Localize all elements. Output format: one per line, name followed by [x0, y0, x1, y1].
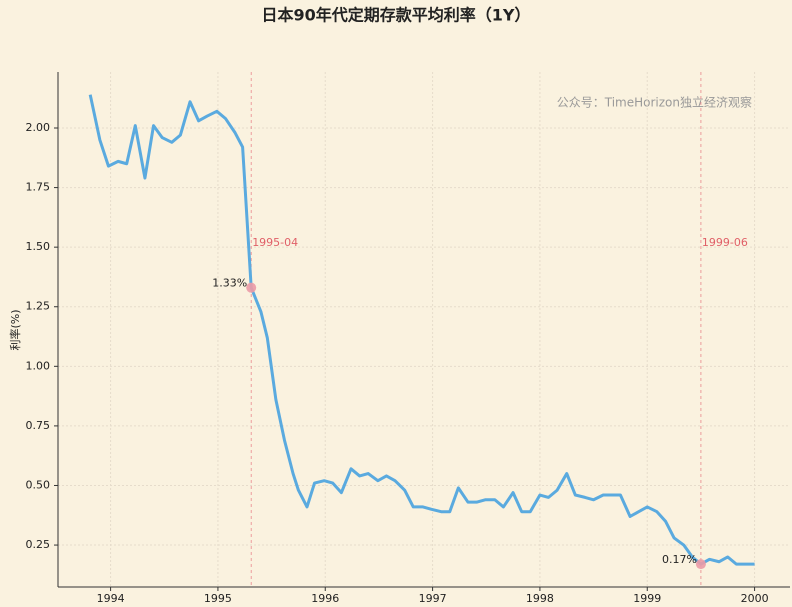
x-tick-label: 1998 — [526, 592, 554, 605]
highlight-point — [695, 559, 706, 570]
y-tick-label: 1.25 — [26, 300, 51, 313]
reference-label: 1999-06 — [702, 236, 748, 249]
y-tick-label: 2.00 — [26, 121, 51, 134]
x-tick-label: 1997 — [419, 592, 447, 605]
x-tick-label: 2000 — [741, 592, 769, 605]
x-tick-label: 1996 — [311, 592, 339, 605]
x-tick-label: 1994 — [97, 592, 125, 605]
y-tick-label: 0.75 — [26, 419, 51, 432]
watermark: 公众号：TimeHorizon独立经济观察 — [557, 95, 752, 110]
y-tick-label: 1.75 — [26, 181, 51, 194]
point-label: 0.17% — [662, 553, 697, 566]
point-label: 1.33% — [212, 277, 247, 290]
y-tick-label: 0.50 — [26, 478, 51, 491]
data-line — [88, 94, 755, 566]
x-tick-label: 1995 — [204, 592, 232, 605]
y-tick-label: 1.50 — [26, 240, 51, 253]
reference-label: 1995-04 — [252, 236, 298, 249]
x-tick-label: 1999 — [633, 592, 661, 605]
y-axis-label: 利率(%) — [8, 309, 22, 350]
chart-title: 日本90年代定期存款平均利率（1Y） — [262, 6, 531, 25]
y-tick-label: 1.00 — [26, 359, 51, 372]
highlight-point — [246, 282, 257, 293]
y-tick-label: 0.25 — [26, 538, 51, 551]
